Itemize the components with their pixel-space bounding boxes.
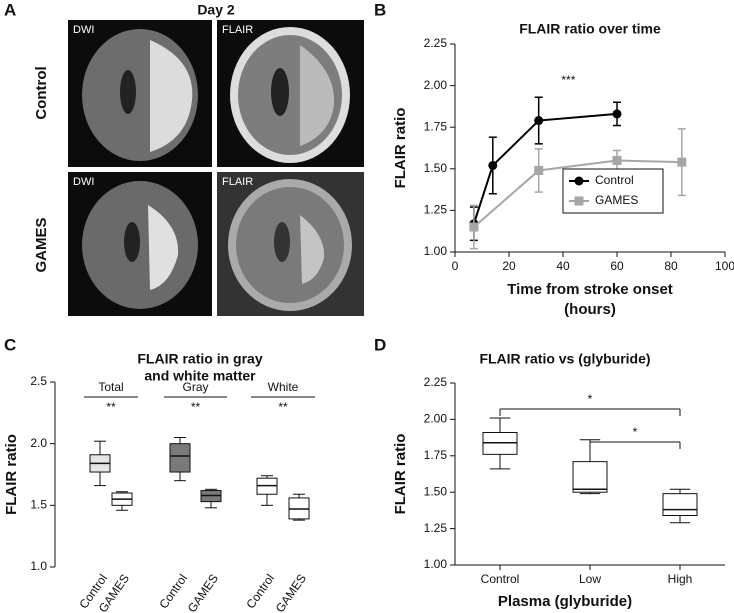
marker (612, 109, 622, 119)
marker (488, 160, 498, 170)
image-label: DWI (73, 176, 94, 188)
marker (534, 116, 544, 126)
y-tick-label: 1.50 (424, 484, 448, 498)
marker (612, 155, 622, 165)
panel-label: C (4, 335, 16, 354)
x-tick-label: 80 (664, 259, 678, 273)
marker (677, 157, 687, 167)
y-tick-label: 1.75 (424, 119, 448, 133)
x-tick-label: 100 (715, 259, 734, 273)
mri-image (68, 20, 212, 167)
group-label: Total (98, 380, 123, 394)
comparison-label: * (633, 425, 638, 439)
image-label: FLAIR (222, 176, 253, 188)
y-tick-label: 2.0 (30, 436, 47, 450)
y-tick-label: 1.00 (424, 557, 448, 571)
significance: ** (278, 400, 288, 414)
x-tick-label: 40 (556, 259, 570, 273)
marker (534, 165, 544, 175)
y-tick-label: 2.25 (424, 36, 448, 50)
y-tick-label: 1.25 (424, 521, 448, 535)
significance: ** (191, 400, 201, 414)
comparison-label: * (588, 392, 593, 406)
marker (469, 222, 479, 232)
x-tick-label: GAMES (185, 572, 221, 613)
legend-label: Control (595, 173, 634, 187)
y-tick-label: 2.25 (424, 375, 448, 389)
group-label: White (268, 380, 299, 394)
box (169, 443, 191, 473)
legend-marker (574, 176, 584, 186)
x-tick-label: Low (579, 572, 601, 586)
chart-title: FLAIR ratio in gray (137, 351, 262, 367)
y-tick-label: 1.50 (424, 161, 448, 175)
group-label: Gray (182, 380, 208, 394)
y-tick-label: 1.5 (30, 498, 47, 512)
legend-label: GAMES (595, 193, 638, 207)
y-axis-label: FLAIR ratio (392, 108, 409, 189)
y-tick-label: 1.00 (424, 244, 448, 258)
y-tick-label: 1.0 (30, 559, 47, 573)
y-tick-label: 2.5 (30, 374, 47, 388)
chart-title: FLAIR ratio vs (glyburide) (479, 351, 650, 367)
y-axis-label: FLAIR ratio (392, 434, 409, 515)
series-line (472, 112, 618, 225)
panel-label: D (374, 335, 386, 354)
x-tick-label: Control (481, 572, 520, 586)
x-axis-label: Time from stroke onset (507, 281, 673, 298)
series-line (473, 159, 682, 228)
x-tick-label: 20 (502, 259, 516, 273)
x-tick-label: GAMES (273, 572, 309, 613)
image-label: DWI (73, 24, 94, 36)
significance: ** (106, 400, 116, 414)
x-tick-label: Control (243, 572, 277, 612)
x-axis-label: Plasma (glyburide) (498, 593, 632, 610)
panel-label: A (4, 0, 16, 19)
annotation: *** (561, 73, 575, 87)
mri-image (217, 20, 364, 167)
row-label: Control (33, 66, 50, 119)
row-label: GAMES (33, 217, 50, 272)
y-axis-label: FLAIR ratio (3, 434, 20, 515)
chart-title: and white matter (144, 368, 256, 384)
x-tick-label: High (668, 572, 693, 586)
legend (562, 168, 664, 214)
x-axis-label: (hours) (564, 301, 616, 318)
chart-title: FLAIR ratio over time (519, 21, 661, 37)
y-tick-label: 2.00 (424, 78, 448, 92)
panel-label: B (374, 0, 386, 19)
y-tick-label: 1.25 (424, 203, 448, 217)
x-tick-label: 60 (610, 259, 624, 273)
legend-marker (574, 196, 584, 206)
box (662, 493, 698, 516)
x-tick-label: 0 (452, 259, 459, 273)
image-label: FLAIR (222, 24, 253, 36)
mri-image (68, 172, 212, 316)
y-tick-label: 2.00 (424, 412, 448, 426)
mri-image (217, 172, 364, 316)
y-tick-label: 1.75 (424, 448, 448, 462)
box (572, 461, 608, 493)
images-title: Day 2 (197, 2, 235, 18)
